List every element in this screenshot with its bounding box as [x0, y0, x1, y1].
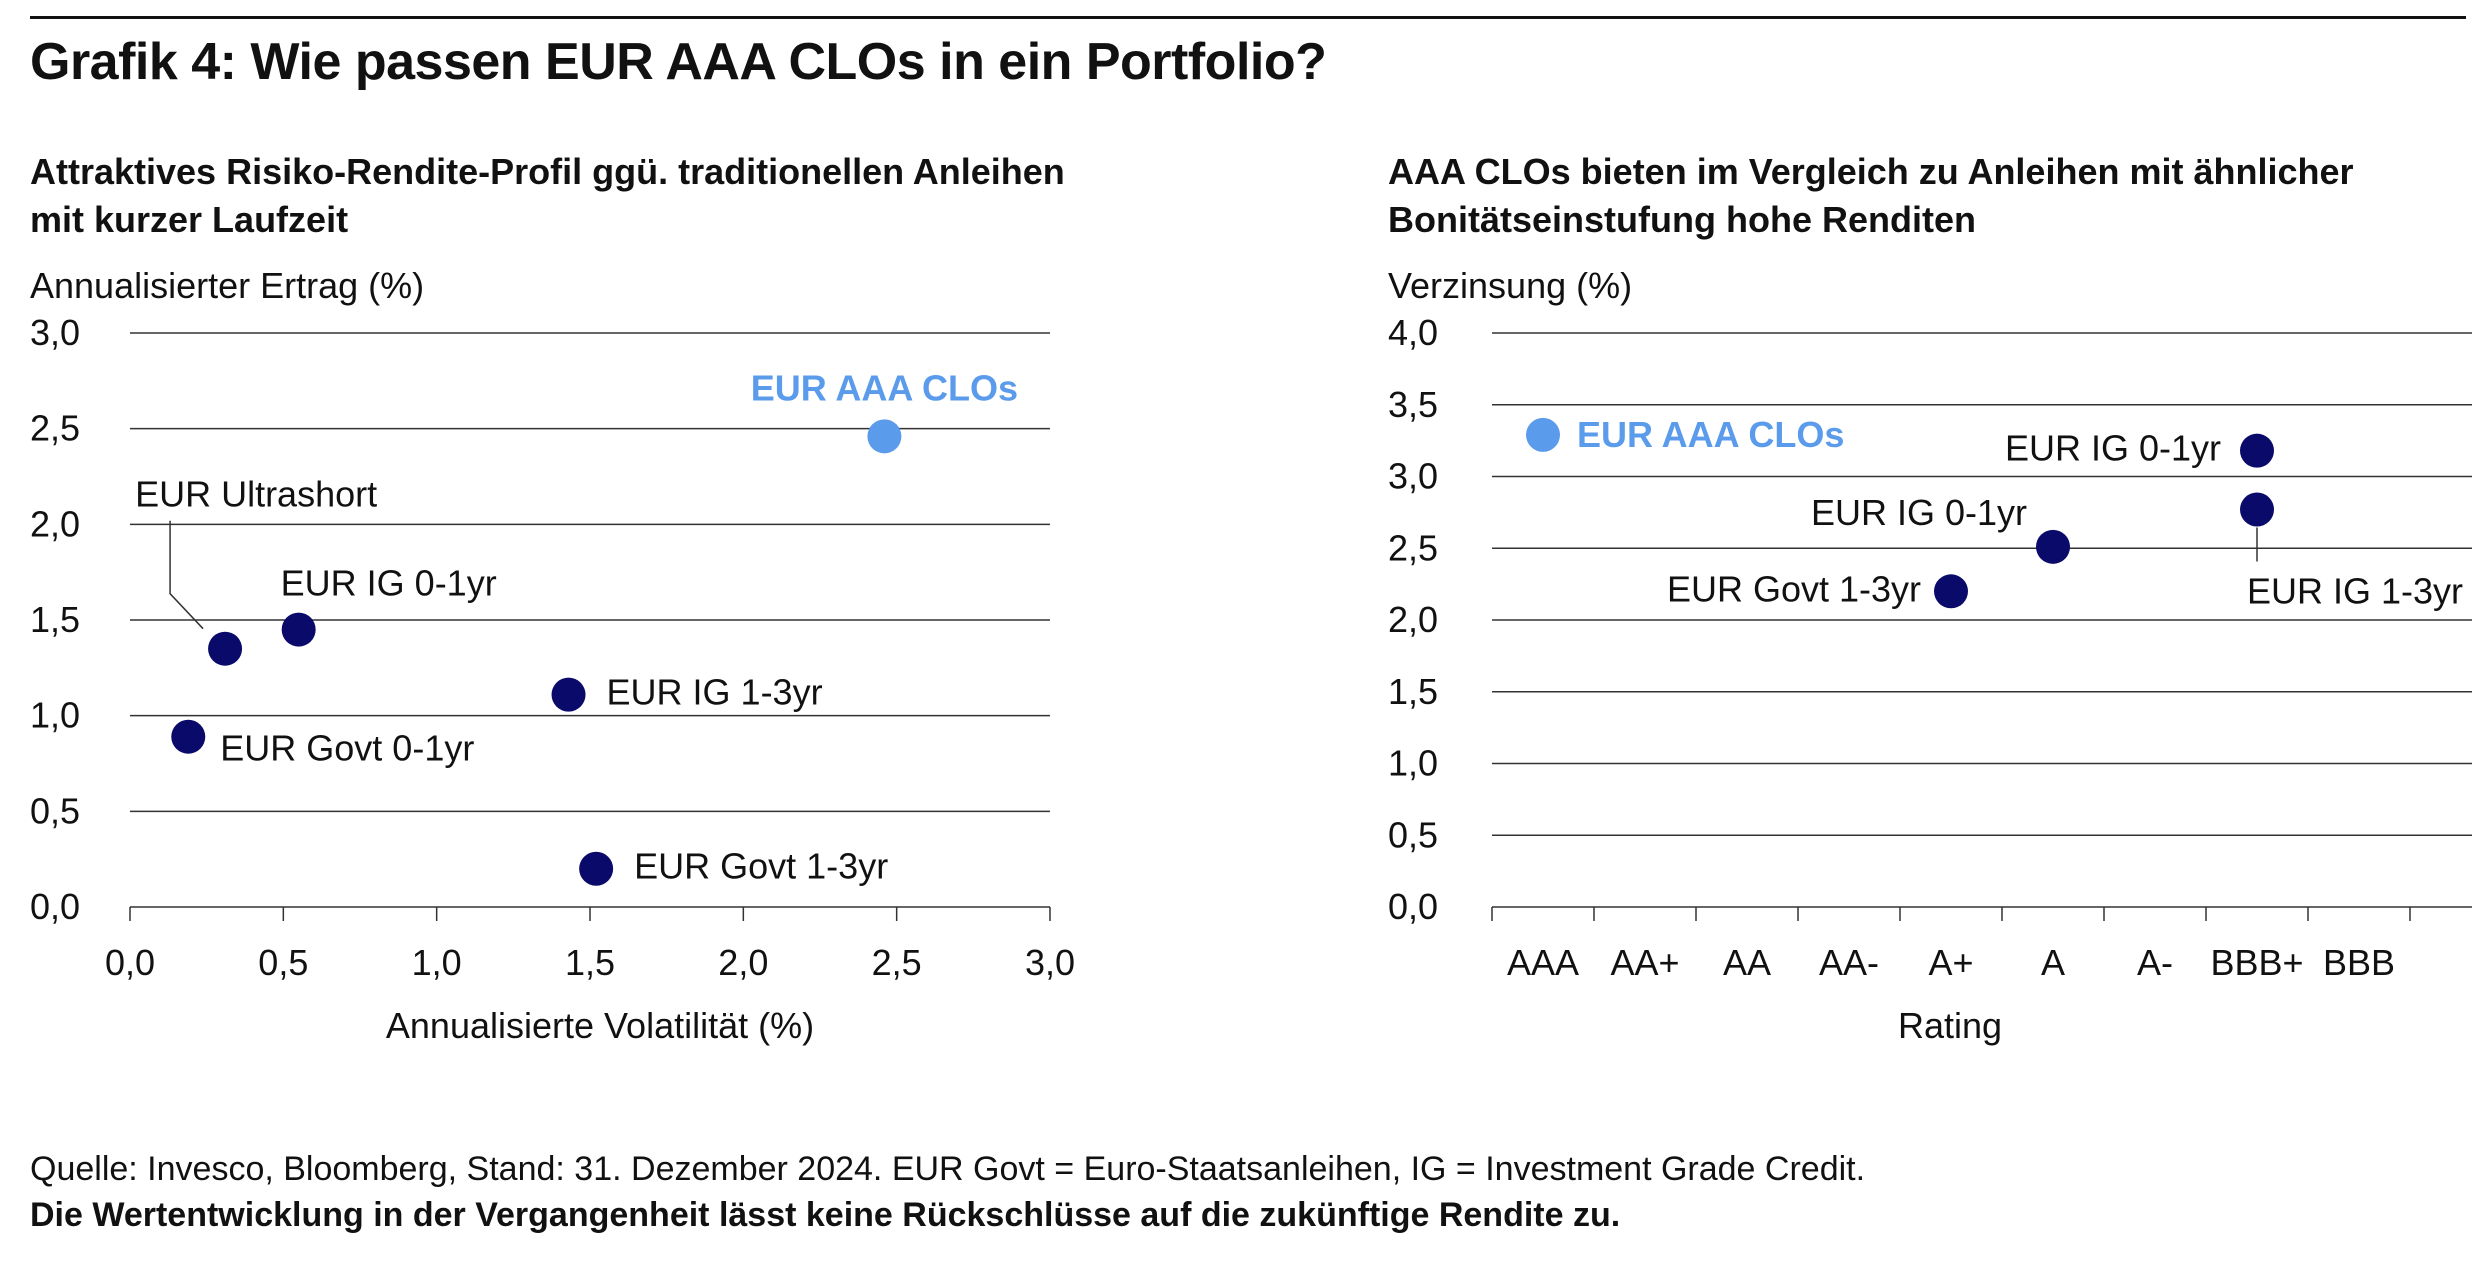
right-point-eur-ig-0-1yr [2036, 529, 2070, 564]
left-y-axis-title: Annualisierter Ertrag (%) [30, 265, 424, 306]
page-title: Grafik 4: Wie passen EUR AAA CLOs in ein… [30, 33, 1327, 91]
right-point-eur-ig-1-3yr [2240, 492, 2274, 527]
right-point-eur-aaa-clos [1526, 417, 1560, 452]
right-x-tick-label: BBB [2323, 942, 2395, 983]
left-point-eur-govt-1-3yr [579, 851, 614, 886]
right-y-axis-title: Verzinsung (%) [1388, 265, 1632, 306]
left-point-eur-aaa-clos [867, 419, 902, 454]
left-point-eur-ultrashort [208, 631, 243, 666]
top-rule [30, 16, 2466, 19]
right-y-tick-label: 1,5 [1388, 671, 1438, 712]
left-y-tick-label: 3,0 [30, 312, 80, 353]
left-y-tick-label: 0,5 [30, 790, 80, 831]
left-point-label-eur-ultrashort: EUR Ultrashort [135, 474, 377, 515]
right-point-eur-govt-1-3yr [1934, 574, 1968, 609]
left-x-tick-label: 0,0 [105, 942, 155, 983]
right-y-tick-label: 3,5 [1388, 384, 1438, 425]
right-x-tick-label: A+ [1928, 942, 1973, 983]
left-y-tick-label: 2,5 [30, 408, 80, 449]
right-x-tick-label: A [2041, 942, 2065, 983]
left-y-tick-label: 1,0 [30, 695, 80, 736]
right-y-tick-label: 2,0 [1388, 599, 1438, 640]
left-x-tick-label: 2,5 [872, 942, 922, 983]
left-leader-line [169, 520, 204, 630]
disclaimer-note: Die Wertentwicklung in der Vergangenheit… [30, 1196, 1621, 1234]
right-subtitle-line-2: Bonitätseinstufung hohe Renditen [1388, 199, 1976, 240]
right-chart-subtitle: AAA CLOs bieten im Vergleich zu Anleihen… [1388, 148, 2480, 244]
right-x-tick-label: AA [1723, 942, 1771, 983]
left-y-tick-label: 1,5 [30, 599, 80, 640]
right-point-eur-ig-0-1yr [2240, 433, 2274, 468]
left-point-label-eur-aaa-clos: EUR AAA CLOs [751, 367, 1018, 408]
left-y-tick-label: 2,0 [30, 503, 80, 544]
left-point-eur-govt-0-1yr [171, 719, 206, 754]
right-x-tick-label: BBB+ [2210, 942, 2303, 983]
left-point-eur-ig-1-3yr [551, 677, 586, 712]
left-x-axis-title: Annualisierte Volatilität (%) [386, 1005, 814, 1046]
right-y-tick-label: 2,5 [1388, 527, 1438, 568]
left-x-tick-label: 1,5 [565, 942, 615, 983]
left-x-tick-label: 2,0 [718, 942, 768, 983]
right-subtitle-line-1: AAA CLOs bieten im Vergleich zu Anleihen… [1388, 151, 2354, 192]
left-x-tick-label: 3,0 [1025, 942, 1075, 983]
right-point-label-eur-aaa-clos: EUR AAA CLOs [1577, 414, 1844, 455]
left-point-eur-ig-0-1yr [281, 612, 316, 647]
left-y-tick-label: 0,0 [30, 886, 80, 927]
right-y-tick-label: 1,0 [1388, 743, 1438, 784]
left-chart-subtitle: Attraktives Risiko-Rendite-Profil ggü. t… [30, 148, 1230, 244]
right-point-label-eur-ig-1-3yr: EUR IG 1-3yr [2247, 571, 2463, 612]
right-x-tick-label: AAA [1507, 942, 1579, 983]
left-subtitle-line-2: mit kurzer Laufzeit [30, 199, 349, 240]
right-x-tick-label: AA- [1819, 942, 1879, 983]
left-x-tick-label: 1,0 [412, 942, 462, 983]
right-point-label-eur-ig-0-1yr: EUR IG 0-1yr [1811, 492, 2027, 533]
left-point-label-eur-govt-1-3yr: EUR Govt 1-3yr [634, 846, 888, 887]
right-x-axis-title: Rating [1898, 1005, 2002, 1046]
left-subtitle-line-1: Attraktives Risiko-Rendite-Profil ggü. t… [30, 151, 1065, 192]
right-y-tick-label: 3,0 [1388, 456, 1438, 497]
right-point-label-eur-ig-0-1yr: EUR IG 0-1yr [2005, 428, 2221, 469]
right-y-tick-label: 0,0 [1388, 886, 1438, 927]
right-x-tick-label: A- [2137, 942, 2173, 983]
source-note: Quelle: Invesco, Bloomberg, Stand: 31. D… [30, 1150, 1866, 1188]
right-y-tick-label: 0,5 [1388, 814, 1438, 855]
left-point-label-eur-govt-0-1yr: EUR Govt 0-1yr [220, 728, 474, 769]
left-point-label-eur-ig-1-3yr: EUR IG 1-3yr [607, 672, 823, 713]
right-y-tick-label: 4,0 [1388, 312, 1438, 353]
left-x-tick-label: 0,5 [258, 942, 308, 983]
right-x-tick-label: AA+ [1610, 942, 1679, 983]
left-point-label-eur-ig-0-1yr: EUR IG 0-1yr [281, 563, 497, 604]
right-point-label-eur-govt-1-3yr: EUR Govt 1-3yr [1667, 568, 1921, 609]
